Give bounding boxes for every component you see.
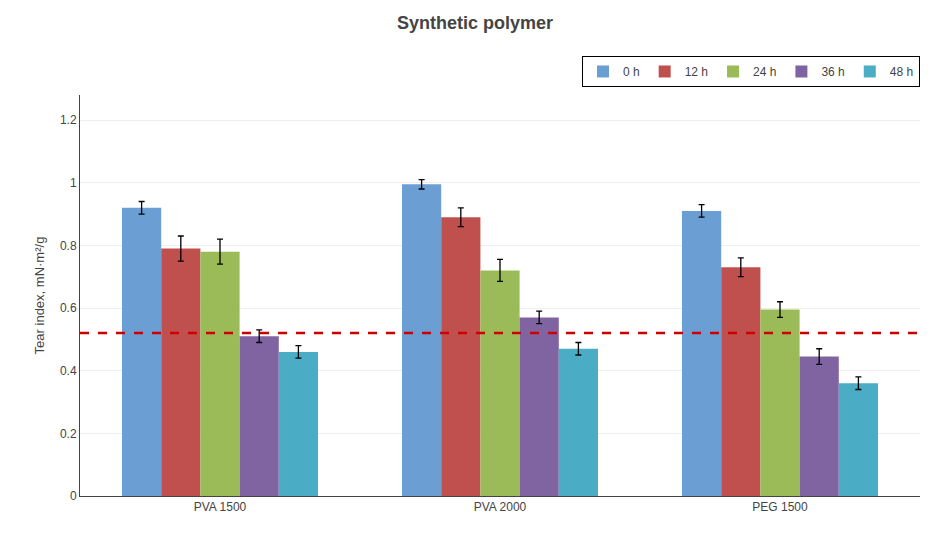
svg-text:0.2: 0.2 [60,427,77,441]
svg-text:12 h: 12 h [685,65,708,79]
svg-text:0: 0 [70,489,77,503]
svg-text:0 h: 0 h [623,65,640,79]
svg-text:0.6: 0.6 [60,301,77,315]
svg-text:PVA 1500: PVA 1500 [194,500,247,514]
svg-text:48 h: 48 h [890,65,913,79]
svg-text:Synthetic polymer: Synthetic polymer [397,13,553,33]
svg-text:PVA 2000: PVA 2000 [474,500,527,514]
svg-text:1.2: 1.2 [60,113,77,127]
svg-text:PEG 1500: PEG 1500 [752,500,808,514]
svg-text:24 h: 24 h [753,65,776,79]
svg-text:0.4: 0.4 [60,364,77,378]
svg-text:36 h: 36 h [821,65,844,79]
svg-text:Tear index, mN·m²/g: Tear index, mN·m²/g [32,237,47,355]
svg-text:0.8: 0.8 [60,239,77,253]
svg-text:1: 1 [70,176,77,190]
